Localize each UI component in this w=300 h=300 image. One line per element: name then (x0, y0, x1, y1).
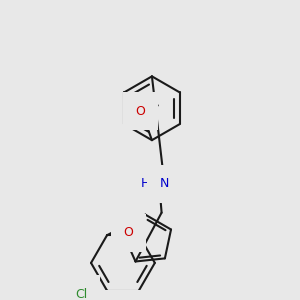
Text: H: H (141, 177, 150, 190)
Text: O: O (123, 226, 133, 239)
Text: O: O (135, 105, 145, 118)
Text: N: N (160, 177, 169, 190)
Text: Cl: Cl (76, 288, 88, 300)
